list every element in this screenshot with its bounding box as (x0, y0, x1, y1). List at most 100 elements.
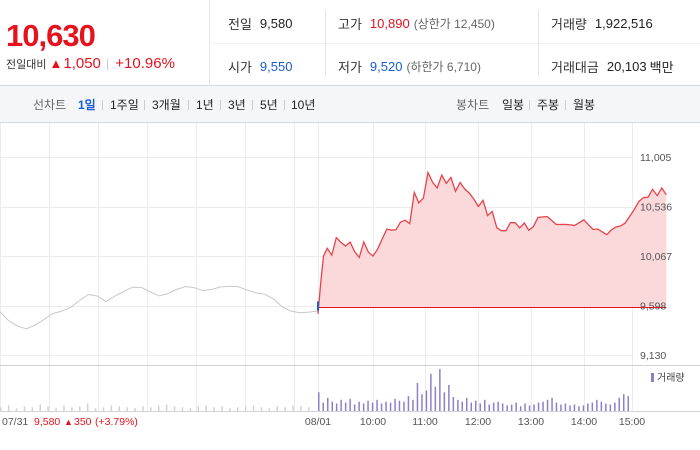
volume-bar (197, 406, 199, 411)
prev-close-label: 전일 (228, 17, 252, 32)
volume-bar (165, 404, 168, 411)
volume-bar (587, 403, 589, 411)
volume-bar (623, 394, 625, 411)
candle-weekly[interactable]: 주봉 (537, 98, 560, 112)
quote-panel: 10,630 전일대비 ▲ 1,050 | +10.96% 전일 9,580 고… (0, 0, 700, 86)
volume-bar (110, 405, 113, 411)
volume-bar (564, 403, 567, 411)
volume-bar (389, 402, 392, 411)
period-5year[interactable]: 5년 (260, 98, 278, 112)
volume-bar (425, 390, 428, 411)
volume-bar (439, 369, 441, 411)
y-tick-label: 9,130 (640, 350, 666, 362)
volume-bar (376, 399, 378, 411)
trade-value-amount: 20,103 (606, 59, 647, 74)
candle-monthly[interactable]: 월봉 (573, 98, 596, 112)
volume-bar (126, 407, 128, 411)
divider (220, 100, 221, 110)
volume-bar (31, 407, 34, 411)
volume-bar (506, 405, 508, 411)
volume-bar (358, 401, 360, 411)
divider (529, 100, 530, 110)
prev-day-close: 9,580 (34, 416, 60, 428)
y-tick-label: 10,067 (640, 251, 672, 263)
volume-bar (244, 406, 247, 411)
volume-bar (475, 400, 477, 411)
period-1year[interactable]: 1년 (196, 98, 214, 112)
volume-bar (318, 392, 320, 411)
prev-day-series (0, 285, 319, 330)
volume-bar (189, 408, 192, 411)
period-10year[interactable]: 10년 (291, 98, 316, 112)
x-tick-label: 15:00 (619, 416, 645, 428)
volume-bars (0, 369, 629, 411)
open-price: 시가 9,550 (228, 45, 292, 88)
period-3year[interactable]: 3년 (228, 98, 246, 112)
volume-bar (416, 383, 419, 411)
low-label: 저가 (338, 60, 362, 75)
volume-bar (284, 407, 286, 411)
today-line (317, 170, 667, 314)
volume-bar (221, 406, 223, 411)
open-label: 시가 (228, 60, 252, 75)
change-label: 전일대비 (6, 58, 47, 71)
x-tick-label: 10:00 (360, 416, 386, 428)
volume-bar (448, 384, 450, 411)
volume-bar (484, 399, 486, 411)
volume-label: 거래량 (551, 17, 587, 32)
volume-bar (158, 405, 160, 411)
volume-bar (524, 403, 526, 411)
volume-bar (479, 403, 481, 411)
divider (144, 100, 145, 110)
volume-bar (457, 399, 459, 411)
volume-bar (555, 402, 558, 411)
period-3month[interactable]: 3개월 (152, 98, 181, 112)
volume-bar (362, 403, 365, 411)
lower-limit: (하한가 6,710) (406, 60, 481, 74)
volume-bar (591, 402, 594, 411)
price-chart[interactable]: 11,005 10,536 10,067 9,598 9,130 08/01 10:00 1… (0, 123, 700, 450)
volume-bar (470, 402, 472, 411)
volume-bar (394, 398, 396, 411)
volume-bar (510, 404, 513, 411)
volume-bar (213, 407, 215, 411)
prev-day-line (0, 285, 319, 330)
volume-legend-label: 거래량 (657, 372, 685, 384)
volume-bar (542, 401, 544, 411)
period-1day[interactable]: 1일 (78, 98, 96, 112)
volume-legend: 거래량 (651, 372, 685, 384)
volume-bar (23, 406, 26, 411)
volume: 거래량 1,922,516 (551, 2, 653, 45)
volume-bar (134, 408, 136, 411)
high-label: 고가 (338, 17, 362, 32)
up-triangle-icon: ▲ (64, 417, 73, 427)
volume-bar (515, 402, 517, 411)
volume-bar (39, 404, 41, 411)
candle-daily[interactable]: 일봉 (502, 98, 525, 112)
volume-bar (0, 407, 2, 411)
volume-bar (142, 406, 144, 411)
low-price: 저가 9,520 (하한가 6,710) (338, 45, 481, 88)
volume-bar (276, 406, 278, 411)
price-chart-svg: 11,005 10,536 10,067 9,598 9,130 08/01 10:00 1… (0, 123, 700, 428)
change-rate: +10.96% (115, 55, 175, 72)
volume-bar (349, 398, 351, 411)
volume-bar (331, 401, 333, 411)
volume-bar (173, 406, 176, 411)
period-1week[interactable]: 1주일 (110, 98, 139, 112)
volume-bar (344, 402, 347, 411)
volume-bar (7, 405, 10, 411)
volume-bar (292, 405, 294, 411)
volume-bar (118, 406, 120, 411)
y-tick-label: 9,598 (640, 301, 666, 313)
volume-bar (327, 397, 329, 411)
high-price: 고가 10,890 (상한가 12,450) (338, 2, 495, 45)
upper-limit: (상한가 12,450) (413, 17, 495, 31)
volume-bar (71, 407, 73, 411)
volume-bar (461, 401, 463, 411)
prev-day-rate: (+3.79%) (95, 416, 138, 428)
y-tick-label: 10,536 (640, 202, 672, 214)
volume-bar (94, 408, 97, 411)
volume-bar (55, 408, 57, 411)
